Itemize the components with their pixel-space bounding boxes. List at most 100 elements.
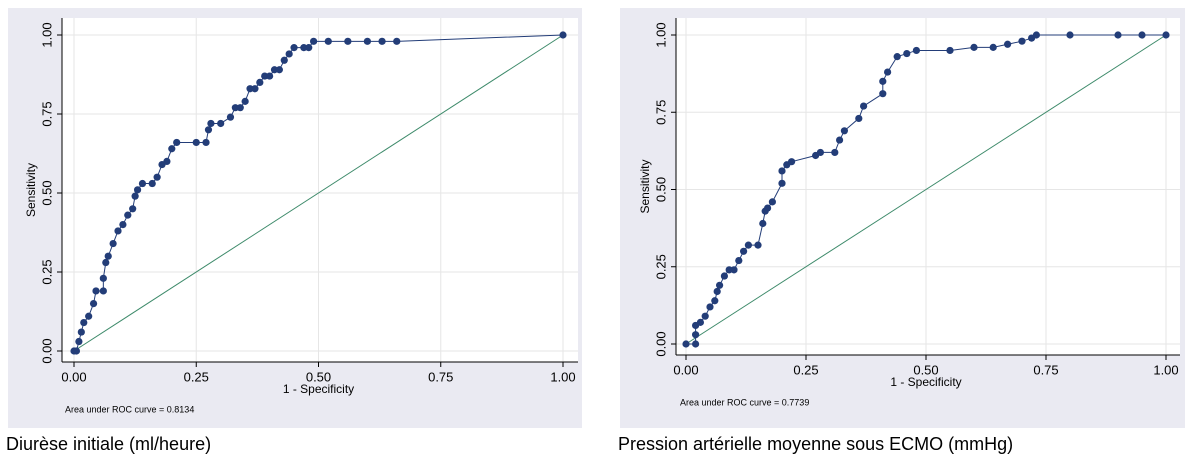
roc-point xyxy=(989,43,997,51)
roc-point xyxy=(305,44,313,52)
x-tick-label: 0.75 xyxy=(428,369,453,384)
roc-point xyxy=(711,297,719,305)
roc-point xyxy=(131,192,139,200)
roc-point xyxy=(860,102,868,110)
roc-point xyxy=(114,227,122,235)
roc-point xyxy=(788,158,796,166)
roc-point xyxy=(290,44,298,52)
roc-point xyxy=(280,56,288,64)
roc-point xyxy=(893,53,901,61)
plot-area xyxy=(676,18,1180,355)
chart-caption: Pression artérielle moyenne sous ECMO (m… xyxy=(618,434,1013,454)
roc-point xyxy=(759,219,767,228)
roc-point xyxy=(1114,31,1122,39)
x-tick-label: 0.50 xyxy=(306,369,331,384)
auc-annotation: Area under ROC curve = 0.7739 xyxy=(680,397,809,407)
roc-point xyxy=(879,90,887,98)
roc-point xyxy=(1066,31,1074,39)
y-axis-label: Sensitivity xyxy=(24,163,38,217)
roc-point xyxy=(903,49,911,58)
y-tick-label: 1.00 xyxy=(39,22,54,47)
roc-point xyxy=(124,211,132,219)
roc-point xyxy=(344,37,352,45)
roc-point xyxy=(285,50,293,58)
y-tick-label: 1.00 xyxy=(653,22,668,47)
roc-point xyxy=(310,37,318,45)
roc-point xyxy=(1004,40,1012,48)
roc-point xyxy=(99,287,107,295)
roc-point xyxy=(129,205,137,213)
roc-point xyxy=(192,138,200,147)
x-tick-label: 1.00 xyxy=(550,369,575,384)
roc-point xyxy=(716,281,724,289)
roc-point xyxy=(378,37,386,45)
roc-point xyxy=(168,145,176,153)
roc-point xyxy=(99,274,107,282)
roc-point xyxy=(764,204,772,212)
roc-point xyxy=(778,179,786,187)
roc-point xyxy=(163,157,171,165)
roc-point xyxy=(713,287,721,296)
roc-point xyxy=(701,312,709,320)
roc-point xyxy=(1032,31,1040,39)
y-axis-label: Sensitivity xyxy=(638,159,652,213)
y-tick-label: 0.50 xyxy=(653,177,668,202)
x-axis-label: 1 - Specificity xyxy=(283,382,354,396)
roc-point xyxy=(559,31,567,39)
reference-line xyxy=(73,34,564,352)
y-tick-label: 0.00 xyxy=(39,338,54,363)
roc-point xyxy=(740,247,748,255)
roc-point xyxy=(879,77,887,85)
roc-point xyxy=(855,114,863,123)
roc-point xyxy=(77,328,85,336)
roc-point xyxy=(119,221,127,229)
roc-point xyxy=(324,37,332,45)
x-tick-label: 0.50 xyxy=(913,362,938,377)
chart-caption: Diurèse initiale (ml/heure) xyxy=(6,434,211,454)
roc-point xyxy=(735,256,743,265)
roc-point xyxy=(109,239,117,248)
roc-point xyxy=(363,37,371,45)
roc-point xyxy=(1018,37,1026,45)
roc-point xyxy=(970,43,978,51)
roc-point xyxy=(251,85,259,93)
roc-point xyxy=(836,136,844,144)
roc-point xyxy=(266,72,274,80)
roc-point xyxy=(831,148,839,157)
roc-point xyxy=(133,186,142,194)
x-tick-label: 0.75 xyxy=(1033,362,1058,377)
x-tick-label: 1.00 xyxy=(1153,362,1178,377)
roc-point xyxy=(706,303,714,311)
roc-point xyxy=(75,337,83,346)
roc-point xyxy=(778,167,786,175)
roc-point xyxy=(730,266,738,274)
y-tick-label: 0.50 xyxy=(39,180,54,205)
roc-point xyxy=(1162,31,1170,39)
roc-point xyxy=(92,287,100,295)
roc-point xyxy=(138,179,147,188)
roc-point xyxy=(236,104,244,112)
roc-point xyxy=(393,37,401,45)
roc-point xyxy=(226,113,235,121)
plot-area xyxy=(62,18,578,362)
x-tick-label: 0.25 xyxy=(184,369,209,384)
roc-point xyxy=(682,340,690,348)
roc-point xyxy=(241,97,249,105)
roc-point xyxy=(89,300,98,308)
roc-point xyxy=(840,127,849,135)
roc-point xyxy=(768,198,777,206)
roc-point xyxy=(148,179,156,188)
roc-point xyxy=(912,46,921,55)
y-tick-label: 0.75 xyxy=(39,101,54,126)
x-tick-label: 0.00 xyxy=(673,362,698,377)
roc-point xyxy=(173,138,181,147)
roc-point xyxy=(207,119,215,128)
x-tick-label: 0.00 xyxy=(61,369,86,384)
roc-point xyxy=(104,252,112,260)
x-tick-label: 0.25 xyxy=(793,362,818,377)
roc-point xyxy=(692,331,700,339)
roc-point xyxy=(744,241,753,249)
roc-point xyxy=(102,258,110,267)
roc-point xyxy=(946,46,954,55)
